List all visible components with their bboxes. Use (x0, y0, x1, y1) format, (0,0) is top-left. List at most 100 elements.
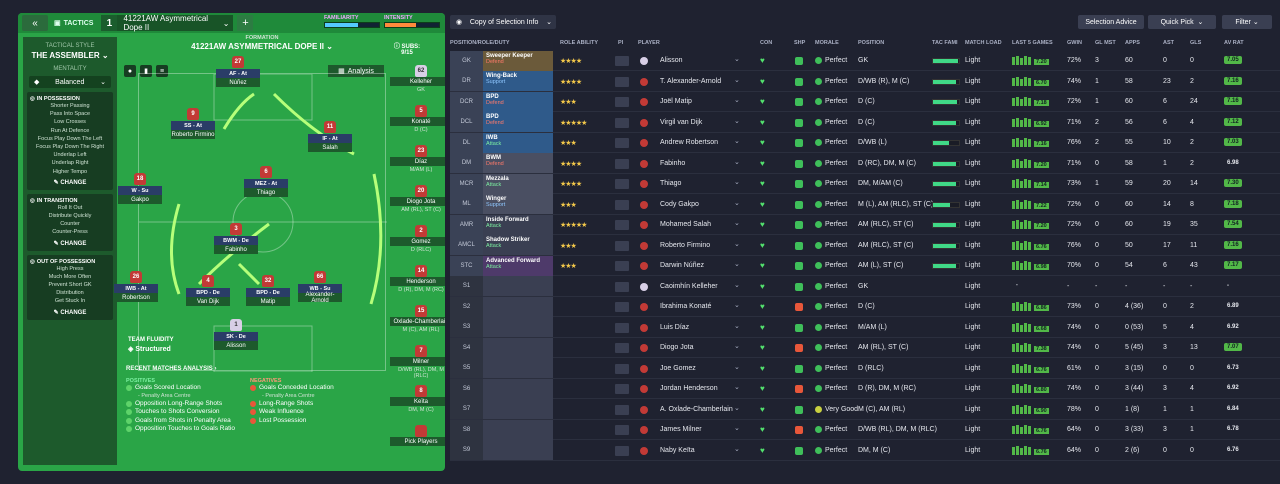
position-slot[interactable]: S7 (450, 399, 483, 419)
position-slot[interactable]: DCR (450, 91, 483, 112)
role-duty[interactable]: Sweeper Keeper Defend (483, 50, 553, 71)
back-button[interactable]: « (22, 15, 48, 31)
position-slot[interactable]: S9 (450, 440, 483, 460)
role-duty[interactable] (483, 440, 553, 460)
list-icon[interactable]: ≡ (156, 65, 168, 77)
table-row[interactable]: DM BWM Defend ★★★★ Fabinho ⌄ ♥ Perfect D (RC), D… (450, 153, 1280, 174)
role-duty[interactable]: Inside Forward Attack (483, 214, 553, 235)
role-duty[interactable] (483, 296, 553, 317)
column-header[interactable]: CON (760, 40, 773, 46)
column-header[interactable]: POSITION/ROLE/DUTY (450, 40, 510, 46)
role-duty[interactable]: Shadow Striker Attack (483, 235, 553, 255)
pitch-player[interactable]: 66 WB - Su Alexander-Arnold (298, 271, 342, 304)
pitch-player[interactable]: 9 SS - At Roberto Firmino (171, 108, 215, 139)
player-instructions-icon[interactable] (615, 240, 629, 251)
sub-player[interactable]: Pick Players (390, 425, 445, 447)
player-name[interactable]: Roberto Firmino (660, 241, 711, 249)
role-duty[interactable]: BPD Defend (483, 91, 553, 112)
position-slot[interactable]: DCL (450, 112, 483, 132)
player-name[interactable]: Mohamed Salah (660, 221, 711, 228)
role-duty[interactable] (483, 399, 553, 419)
change-in-possession-button[interactable]: ✎ CHANGE (53, 179, 87, 186)
table-row[interactable]: AMR Inside Forward Attack ★★★★★ Mohamed Sala… (450, 214, 1280, 235)
position-slot[interactable]: DL (450, 132, 483, 153)
player-instructions-icon[interactable] (615, 138, 629, 148)
table-row[interactable]: S8 James Milner ⌄ ♥ Perfect D/WB (RL), DM, M … (450, 419, 1280, 440)
player-name[interactable]: Cody Gakpo (660, 200, 699, 208)
change-out-of-possession-button[interactable]: ✎ CHANGE (53, 309, 87, 316)
player-name[interactable]: Joe Gomez (660, 364, 696, 372)
role-duty[interactable] (483, 317, 553, 337)
player-instructions-icon[interactable] (615, 117, 629, 128)
player-instructions-icon[interactable] (615, 220, 629, 230)
table-row[interactable]: MCR Mezzala Attack ★★★★ Thiago ⌄ ♥ Perfect DM, M… (450, 173, 1280, 194)
chevron-down-icon[interactable]: ⌄ (734, 302, 740, 309)
role-duty[interactable] (483, 337, 553, 358)
quick-pick-button[interactable]: Quick Pick ⌄ (1148, 15, 1216, 29)
player-name[interactable]: Virgil van Dijk (660, 118, 703, 126)
chevron-down-icon[interactable]: ⌄ (734, 240, 740, 248)
table-row[interactable]: DR Wing-Back Support ★★★★ T. Alexander-Arnol… (450, 71, 1280, 92)
position-slot[interactable]: STC (450, 255, 483, 276)
chevron-down-icon[interactable]: ⌄ (734, 343, 740, 350)
column-header[interactable]: PI (618, 40, 624, 46)
player-instructions-icon[interactable] (615, 261, 629, 271)
player-instructions-icon[interactable] (615, 343, 629, 353)
table-row[interactable]: S4 Diogo Jota ⌄ ♥ Perfect AM (RL), ST (C) Ligh… (450, 337, 1280, 358)
sub-player[interactable]: 5 Konaté D (C) (390, 105, 445, 133)
chevron-down-icon[interactable]: ⌄ (734, 117, 740, 125)
table-row[interactable]: S6 Jordan Henderson ⌄ ♥ Perfect D (R), DM, M … (450, 378, 1280, 399)
column-header[interactable]: GWIN (1067, 40, 1082, 46)
sub-player[interactable]: 62 Kelleher GK (390, 65, 445, 93)
sub-player[interactable]: 7 Milner D/WB (RL), DM, M (RLC) (390, 345, 445, 379)
mentality-select[interactable]: ◆ Balanced ⌄ (29, 76, 111, 88)
player-instructions-icon[interactable] (615, 404, 629, 415)
chevron-down-icon[interactable]: ⌄ (734, 445, 740, 453)
pitch-player[interactable]: 18 W - Su Gakpo (118, 173, 162, 204)
pitch-player[interactable]: 1 SK - De Alisson (214, 319, 258, 350)
table-row[interactable]: S5 Joe Gomez ⌄ ♥ Perfect D (RLC) Light 6.76 61% 0… (450, 358, 1280, 379)
player-instructions-icon[interactable] (615, 158, 629, 169)
chevron-down-icon[interactable]: ⌄ (734, 281, 740, 289)
player-instructions-icon[interactable] (615, 425, 629, 435)
chevron-down-icon[interactable]: ⌄ (734, 322, 740, 330)
player-name[interactable]: T. Alexander-Arnold (660, 77, 722, 85)
player-instructions-icon[interactable] (615, 281, 629, 292)
filter-button[interactable]: Filter ⌄ (1222, 15, 1272, 29)
table-row[interactable]: S7 A. Oxlade-Chamberlain ⌄ ♥ Very Good M (C),… (450, 399, 1280, 420)
table-row[interactable]: S1 Caoimhín Kelleher ⌄ ♥ Perfect GK Light - - - - -… (450, 276, 1280, 297)
style-name[interactable]: THE ASSEMBLER ⌄ (31, 51, 109, 60)
formation-select[interactable]: 41221AW ASYMMETRICAL DOPE II ⌄ (191, 42, 333, 51)
role-duty[interactable] (483, 358, 553, 378)
stats-icon[interactable]: ▮ (140, 65, 152, 77)
role-duty[interactable]: BPD Defend (483, 112, 553, 132)
player-name[interactable]: Fabinho (660, 159, 686, 167)
player-instructions-icon[interactable] (615, 56, 629, 66)
table-row[interactable]: DCR BPD Defend ★★★ Joël Matip ⌄ ♥ Perfect D (C) L… (450, 91, 1280, 112)
sub-player[interactable]: 2 Gomez D (RLC) (390, 225, 445, 253)
player-instructions-icon[interactable] (615, 97, 629, 107)
player-instructions-icon[interactable] (615, 363, 629, 374)
column-header[interactable]: AST (1163, 40, 1174, 46)
column-header[interactable]: GLS (1190, 40, 1202, 46)
table-row[interactable]: DL IWB Attack ★★★ Andrew Robertson ⌄ ♥ Perfect D… (450, 132, 1280, 153)
player-name[interactable]: Luis Díaz (660, 323, 690, 331)
role-duty[interactable]: Wing-Back Support (483, 71, 553, 91)
table-row[interactable]: DCL BPD Defend ★★★★★ Virgil van Dijk ⌄ ♥ Perfec… (450, 112, 1280, 133)
column-header[interactable]: PLAYER (638, 40, 660, 46)
chevron-down-icon[interactable]: ⌄ (734, 56, 740, 63)
position-slot[interactable]: AMR (450, 214, 483, 235)
sub-player[interactable]: 15 Oxlade-Chamberlain M (C), AM (RL) (390, 305, 445, 333)
chevron-down-icon[interactable]: ⌄ (734, 158, 740, 166)
column-header[interactable]: MORALE (815, 40, 839, 46)
player-name[interactable]: Thiago (660, 180, 682, 187)
player-name[interactable]: Jordan Henderson (660, 385, 718, 392)
player-name[interactable]: James Milner (660, 426, 702, 433)
player-name[interactable]: Caoimhín Kelleher (660, 282, 718, 290)
pitch-player[interactable]: 26 IWB - At Robertson (114, 271, 158, 302)
position-slot[interactable]: S1 (450, 276, 483, 296)
change-in-transition-button[interactable]: ✎ CHANGE (53, 240, 87, 247)
role-duty[interactable] (483, 276, 553, 296)
chevron-down-icon[interactable]: ⌄ (734, 179, 740, 186)
pitch-player[interactable]: 27 AF - At Núñez (216, 56, 260, 87)
